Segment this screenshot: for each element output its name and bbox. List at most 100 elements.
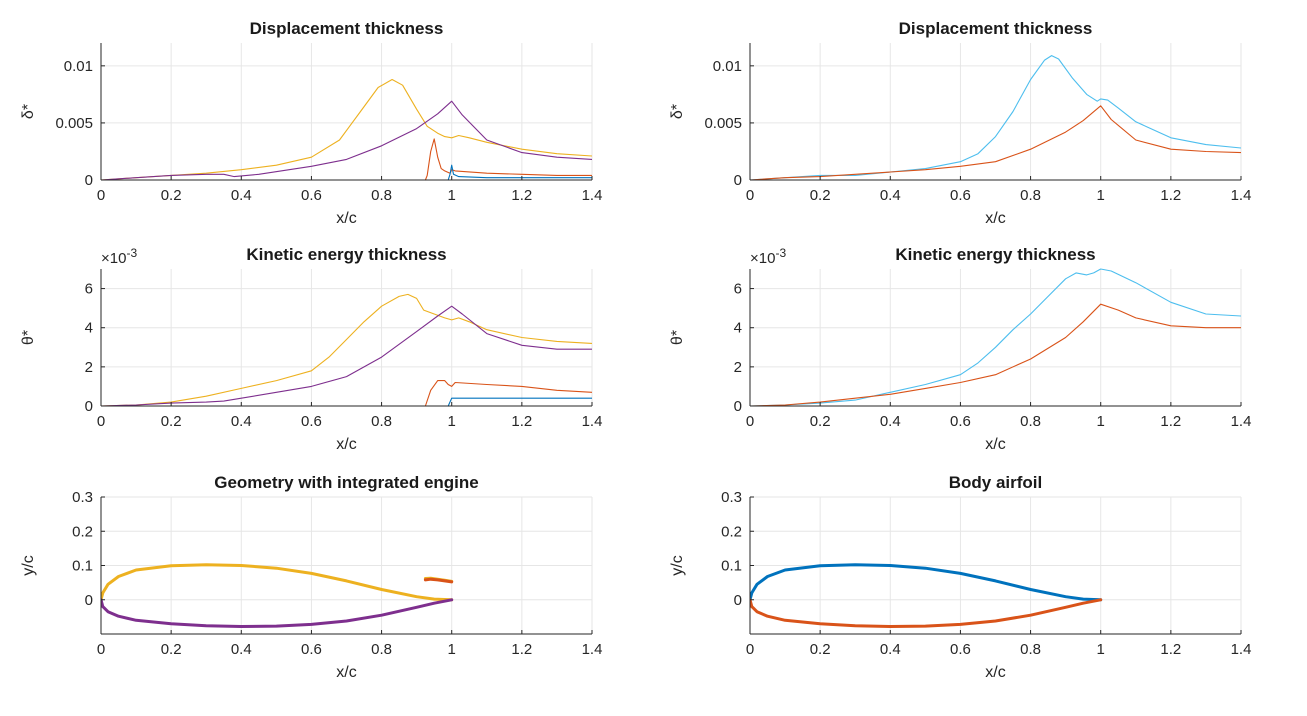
x-tick-label: 0.2 — [161, 641, 182, 658]
x-tick-label: 1.2 — [1160, 413, 1181, 430]
series-line-3 — [424, 138, 592, 181]
x-tick-label: 0.2 — [810, 413, 831, 430]
series-line-2 — [101, 598, 454, 628]
x-tick-label: 0.2 — [810, 187, 831, 204]
series-line-2 — [750, 598, 1103, 628]
y-tick-label: 0.1 — [721, 558, 742, 575]
x-tick-label: 0 — [746, 641, 754, 658]
x-tick-label: 0 — [746, 413, 754, 430]
x-axis-label: x/c — [336, 664, 356, 681]
y-tick-label: 0.01 — [64, 58, 93, 75]
series-line-3 — [424, 380, 592, 407]
x-axis-label: x/c — [336, 436, 356, 453]
chart-6: 0 0.2 0.4 0.6 0.8 1 1.2 1.4 0 0.1 0.2 0.3 Body airfo… — [669, 473, 1251, 681]
chart-5: 0 0.2 0.4 0.6 0.8 1 1.2 1.4 0 0.1 0.2 0.3 Geometry w… — [20, 473, 602, 681]
chart-title: Body airfoil — [949, 473, 1043, 492]
x-tick-label: 1 — [1097, 641, 1105, 658]
chart-1: 0 0.2 0.4 0.6 0.8 1 1.2 1.4 0 0.005 0.01 Displaceme… — [20, 19, 602, 227]
y-axis-label: θ* — [669, 330, 686, 345]
x-tick-label: 0.6 — [301, 187, 322, 204]
x-tick-label: 1.4 — [582, 187, 603, 204]
x-tick-label: 1.2 — [511, 187, 532, 204]
y-tick-label: 0.2 — [72, 523, 93, 540]
y-tick-label: 0.3 — [721, 489, 742, 506]
x-tick-label: 1 — [1097, 413, 1105, 430]
series-line-2 — [750, 303, 1241, 407]
series-line-2 — [101, 100, 592, 181]
y-tick-label: 4 — [734, 320, 742, 337]
chart-3: 0 0.2 0.4 0.6 0.8 1 1.2 1.4 0 2 4 6 Kinetic energy t… — [20, 245, 602, 453]
x-tick-label: 0 — [97, 413, 105, 430]
x-tick-label: 1 — [448, 413, 456, 430]
x-tick-label: 1.2 — [511, 413, 532, 430]
chart-title: Kinetic energy thickness — [895, 245, 1095, 264]
x-tick-label: 0.4 — [880, 413, 901, 430]
y-tick-label: 0.2 — [721, 523, 742, 540]
chart-title: Displacement thickness — [250, 19, 444, 38]
series-line-1 — [101, 563, 454, 602]
chart-4: 0 0.2 0.4 0.6 0.8 1 1.2 1.4 0 2 4 6 Kinetic energy t… — [669, 245, 1251, 453]
y-axis-label: y/c — [20, 555, 37, 575]
x-tick-label: 0.8 — [1020, 413, 1041, 430]
y-tick-label: 0.01 — [713, 58, 742, 75]
x-tick-label: 0 — [97, 187, 105, 204]
x-tick-label: 0.6 — [950, 641, 971, 658]
x-tick-label: 0.4 — [231, 187, 252, 204]
y-tick-label: 0 — [734, 592, 742, 609]
y-tick-label: 0 — [85, 592, 93, 609]
series-line-1 — [750, 563, 1103, 602]
x-tick-label: 0.2 — [161, 187, 182, 204]
y-tick-label: 2 — [85, 359, 93, 376]
y-tick-label: 0 — [734, 398, 742, 415]
series-line-4 — [447, 397, 592, 407]
series-line-1 — [750, 55, 1241, 181]
y-tick-label: 0.005 — [704, 115, 742, 132]
y-tick-label: 6 — [734, 281, 742, 298]
y-tick-label: 0.1 — [72, 558, 93, 575]
series-line-2 — [101, 305, 592, 407]
exponent-label: ×10-3 — [101, 246, 137, 267]
y-tick-label: 0.005 — [55, 115, 93, 132]
y-tick-label: 4 — [85, 320, 93, 337]
y-axis-label: δ* — [20, 104, 37, 119]
x-tick-label: 0.6 — [950, 187, 971, 204]
x-tick-label: 1.2 — [1160, 187, 1181, 204]
x-tick-label: 0.4 — [231, 641, 252, 658]
x-tick-label: 0.8 — [371, 187, 392, 204]
x-tick-label: 1.2 — [1160, 641, 1181, 658]
x-tick-label: 1 — [1097, 187, 1105, 204]
chart-title: Displacement thickness — [899, 19, 1093, 38]
x-tick-label: 1.4 — [1231, 641, 1252, 658]
y-tick-label: 0 — [85, 398, 93, 415]
x-tick-label: 0.8 — [371, 413, 392, 430]
x-tick-label: 0.8 — [1020, 187, 1041, 204]
x-tick-label: 1 — [448, 187, 456, 204]
x-tick-label: 1.4 — [1231, 187, 1252, 204]
x-tick-label: 0.4 — [880, 641, 901, 658]
y-tick-label: 2 — [734, 359, 742, 376]
x-tick-label: 0.8 — [1020, 641, 1041, 658]
series-line-1 — [101, 293, 592, 407]
x-tick-label: 0 — [97, 641, 105, 658]
x-tick-label: 0 — [746, 187, 754, 204]
x-tick-label: 1.4 — [582, 641, 603, 658]
x-tick-label: 1.4 — [1231, 413, 1252, 430]
chart-title: Geometry with integrated engine — [214, 473, 479, 492]
exponent-label: ×10-3 — [750, 246, 786, 267]
x-tick-label: 0.6 — [301, 413, 322, 430]
series-line-1 — [101, 78, 592, 181]
x-tick-label: 0.2 — [810, 641, 831, 658]
x-axis-label: x/c — [336, 210, 356, 227]
x-axis-label: x/c — [985, 664, 1005, 681]
x-tick-label: 0.2 — [161, 413, 182, 430]
y-tick-label: 0.3 — [72, 489, 93, 506]
chart-title: Kinetic energy thickness — [246, 245, 446, 264]
x-axis-label: x/c — [985, 210, 1005, 227]
y-tick-label: 6 — [85, 281, 93, 298]
series-line-2 — [750, 105, 1241, 181]
y-tick-label: 0 — [734, 172, 742, 189]
y-axis-label: δ* — [669, 104, 686, 119]
chart-2: 0 0.2 0.4 0.6 0.8 1 1.2 1.4 0 0.005 0.01 Displaceme… — [669, 19, 1251, 227]
